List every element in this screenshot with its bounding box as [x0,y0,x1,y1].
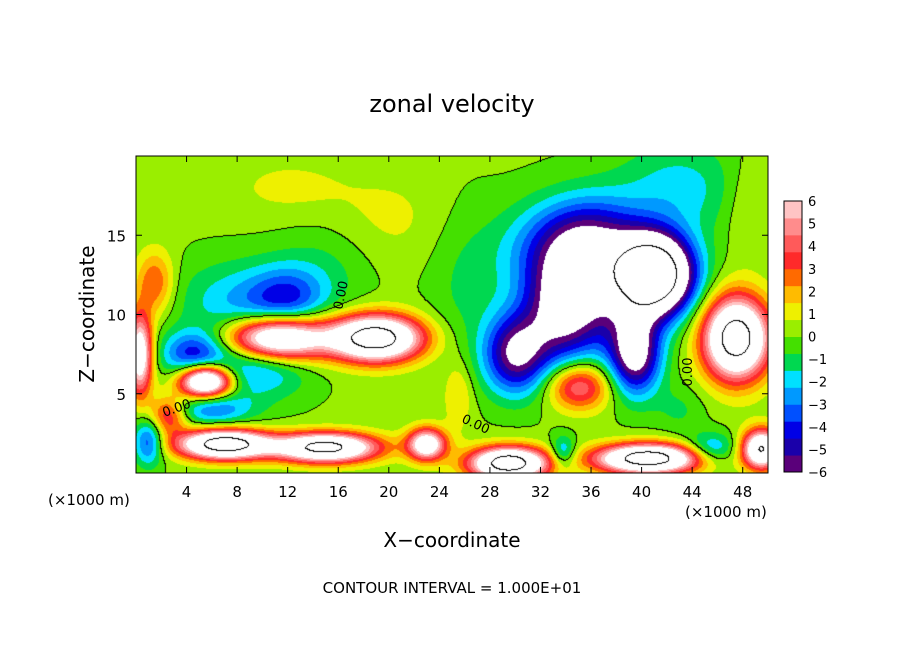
y-tick-label: 15 [107,227,126,245]
colorbar-band [784,370,802,388]
colorbar-tick-label: 4 [808,240,816,255]
x-tick-label: 48 [733,483,752,501]
x-tick-label: 36 [581,483,600,501]
plot-area [135,155,769,474]
colorbar-band [784,421,802,439]
x-tick-label: 24 [430,483,449,501]
colorbar-tick-label: −3 [808,398,827,413]
colorbar-tick-label: 0 [808,331,816,346]
colorbar-band [784,404,802,422]
x-tick-label: 20 [379,483,398,501]
x-tick-label: 8 [232,483,242,501]
colorbar-band [784,285,802,304]
chart-title: zonal velocity [369,90,534,118]
colorbar-band [784,302,802,321]
contour-interval-note: CONTOUR INTERVAL = 1.000E+01 [323,579,582,597]
colorbar-tick-label: −2 [808,376,827,391]
colorbar-tick-label: 2 [808,285,816,300]
colorbar-tick-label: 5 [808,218,816,233]
y-axis-ticks: 5 10 15 [107,227,768,404]
contour-label: 0.00 [681,358,696,387]
x-axis-ticks: 4 8 12 16 20 24 28 32 36 40 44 48 [182,156,752,501]
x-axis-label: X−coordinate [383,528,520,552]
colorbar-tick-label: −4 [808,421,827,436]
colorbar-band [784,455,802,473]
x-tick-label: 44 [683,483,702,501]
colorbar-band [784,438,802,456]
y-tick-label: 10 [107,307,126,325]
x-tick-label: 40 [632,483,651,501]
x-unit-label-left: (×1000 m) [48,491,130,509]
colorbar-tick-label: −6 [808,466,827,481]
colorbar-tick-label: −5 [808,443,827,458]
colorbar: 6 5 4 3 2 1 0 −1 −2 −3 −4 −5 −6 [783,195,827,481]
x-unit-label-right: (×1000 m) [685,503,767,521]
colorbar-tick-label: 6 [808,195,816,210]
x-tick-label: 12 [278,483,297,501]
colorbar-band [784,353,802,371]
colorbar-tick-label: 1 [808,308,816,323]
colorbar-band [784,234,802,253]
colorbar-band [784,268,802,287]
colorbar-band [784,387,802,405]
y-axis-label: Z−coordinate [75,245,99,382]
colorbar-tick-label: 3 [808,263,816,278]
colorbar-band [784,201,802,219]
colorbar-tick-label: −1 [808,353,827,368]
x-tick-label: 32 [531,483,550,501]
colorbar-band [784,336,802,354]
contour-label: 0.00 [331,280,352,311]
heatmap-field [136,156,768,473]
colorbar-band [784,217,802,236]
y-tick-label: 5 [116,386,126,404]
colorbar-band [784,251,802,270]
x-tick-label: 4 [182,483,192,501]
x-tick-label: 28 [480,483,499,501]
colorbar-frame [783,200,803,473]
colorbar-band [784,319,802,337]
x-tick-label: 16 [329,483,348,501]
